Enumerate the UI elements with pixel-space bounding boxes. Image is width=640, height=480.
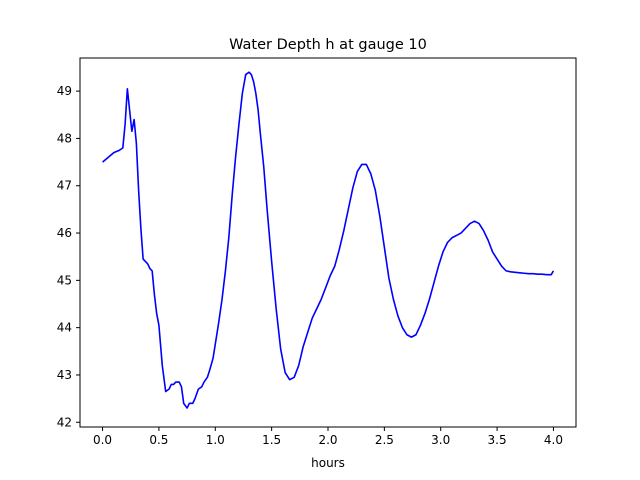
y-tick-label: 44 xyxy=(57,321,72,335)
x-tick-label: 4.0 xyxy=(544,433,563,447)
y-tick-label: 45 xyxy=(57,273,72,287)
y-tick-label: 47 xyxy=(57,179,72,193)
x-tick-label: 0.5 xyxy=(149,433,168,447)
x-axis-label: hours xyxy=(311,456,345,470)
y-tick-label: 43 xyxy=(57,368,72,382)
x-tick-label: 1.0 xyxy=(206,433,225,447)
x-tick-label: 2.0 xyxy=(318,433,337,447)
x-tick-label: 1.5 xyxy=(262,433,281,447)
y-tick-label: 49 xyxy=(57,84,72,98)
y-tick-label: 42 xyxy=(57,415,72,429)
series-line-0 xyxy=(102,71,555,409)
x-tick-label: 0.0 xyxy=(93,433,112,447)
y-tick-label: 48 xyxy=(57,131,72,145)
chart-title: Water Depth h at gauge 10 xyxy=(229,37,427,53)
y-axis-ticks: 42 43 44 45 46 47 48 49 xyxy=(57,84,80,429)
x-axis-ticks: 0.0 0.5 1.0 1.5 2.0 2.5 3.0 3.5 4.0 xyxy=(93,427,563,447)
x-tick-label: 3.0 xyxy=(431,433,450,447)
plot-area xyxy=(102,71,555,409)
x-tick-label: 2.5 xyxy=(375,433,394,447)
x-tick-label: 3.5 xyxy=(488,433,507,447)
y-tick-label: 46 xyxy=(57,226,72,240)
axes-frame xyxy=(79,57,577,428)
